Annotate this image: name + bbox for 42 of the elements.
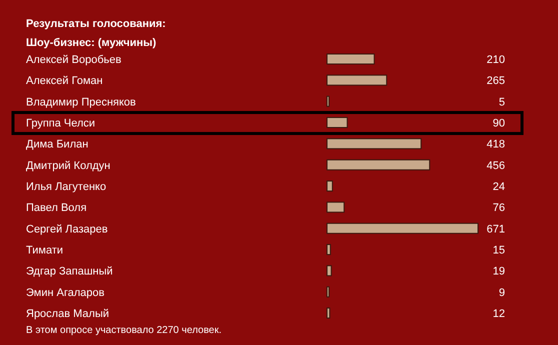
text: В этом опросе участвовало 2270 человек. <box>26 325 222 336</box>
data-label: 5 <box>498 96 505 108</box>
y-tick-label: Алексей Воробьев <box>26 54 122 66</box>
bar <box>326 74 388 86</box>
bar <box>326 308 330 319</box>
bar <box>326 202 345 213</box>
y-tick-label: Павел Воля <box>26 202 87 214</box>
y-tick-label: Эмин Агаларов <box>26 286 105 299</box>
y-tick-label: Эдгар Запашный <box>26 266 113 278</box>
bar <box>326 96 330 107</box>
y-tick-label: Алексей Гоман <box>26 75 103 88</box>
data-label: 456 <box>486 160 505 172</box>
bar <box>326 138 422 150</box>
bar <box>326 244 331 256</box>
y-tick-label: Ярослав Малый <box>26 308 109 320</box>
y-tick-label: Дмитрий Колдун <box>26 160 110 172</box>
text: Результаты голосования: <box>26 18 166 30</box>
data-label: 12 <box>492 308 505 320</box>
data-label: 76 <box>492 202 505 214</box>
data-label: 9 <box>498 286 505 299</box>
y-tick-label: Группа Челси <box>26 118 96 130</box>
bar <box>326 159 430 170</box>
y-tick-label: Владимир Пресняков <box>26 96 136 108</box>
data-label: 19 <box>492 266 505 278</box>
bar <box>326 54 375 64</box>
data-label: 418 <box>486 138 505 151</box>
y-tick-label: Тимати <box>26 244 64 257</box>
bar <box>326 265 332 276</box>
bar <box>326 117 348 128</box>
data-label: 15 <box>492 244 505 257</box>
data-label: 671 <box>486 223 505 236</box>
data-label: 210 <box>486 54 505 66</box>
data-label: 265 <box>486 75 505 88</box>
y-tick-label: Илья Лагутенко <box>26 181 106 194</box>
y-tick-label: Дима Билан <box>26 138 88 151</box>
bar <box>326 180 333 192</box>
data-label: 90 <box>492 118 505 130</box>
bar <box>326 222 478 234</box>
data-label: 24 <box>492 181 505 194</box>
y-tick-label: Сергей Лазарев <box>26 223 108 236</box>
text: Шоу-бизнес: (мужчины) <box>26 37 157 49</box>
bar <box>326 286 330 298</box>
